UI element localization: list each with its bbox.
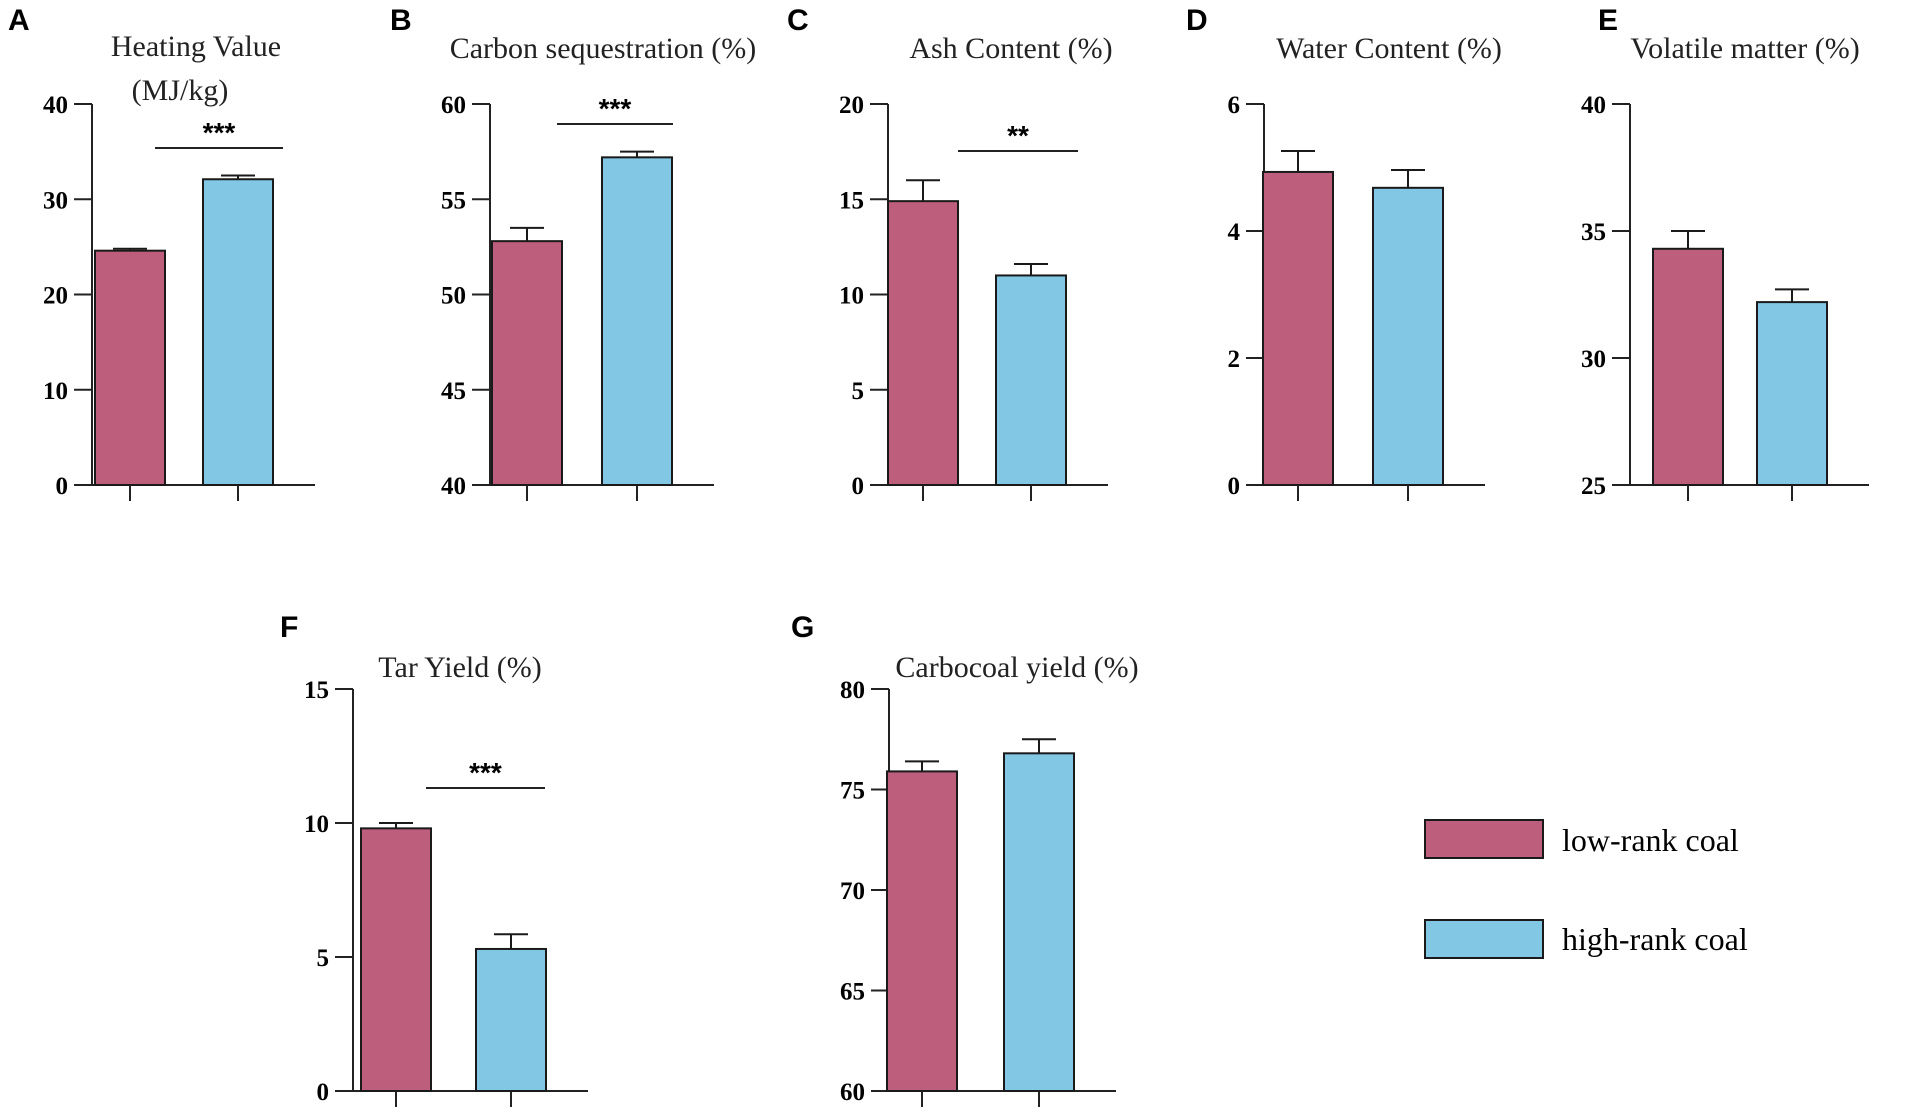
bar-low-rank	[1262, 170, 1334, 486]
y-tick-label: 0	[1228, 473, 1241, 500]
y-tick-label: 60	[441, 92, 466, 119]
y-tick-label: 45	[441, 378, 466, 405]
panel-letter: D	[1186, 4, 1208, 37]
bar-high-rank	[1756, 301, 1828, 486]
bar-low-rank	[887, 200, 959, 486]
y-tick-label: 80	[840, 677, 865, 704]
bar-high-rank	[475, 947, 547, 1093]
y-tick-label: 10	[839, 283, 864, 310]
panel-g: G Carbocoal yield (%) 60 65 70 75 80	[791, 611, 1139, 1107]
legend: low-rank coal high-rank coal	[1424, 819, 1748, 959]
panel-b: B Carbon sequestration (%) 40 45 50 55 60 ***	[390, 4, 756, 501]
y-tick-label: 60	[840, 1079, 865, 1106]
y-tick-label: 35	[1581, 219, 1606, 246]
panel-c: C Ash Content (%) 0 5 10 15 20 **	[787, 4, 1113, 501]
significance-label: ***	[203, 117, 236, 148]
y-tick-label: 55	[441, 187, 466, 214]
panel-letter: G	[791, 611, 814, 644]
panel-d: D Water Content (%) 0 2 4 6	[1186, 4, 1502, 501]
panel-letter: F	[280, 611, 298, 644]
y-tick-label: 0	[317, 1079, 330, 1106]
chart-title: Carbon sequestration (%)	[450, 32, 757, 65]
y-tick-label: 10	[304, 811, 329, 838]
bar-low-rank	[360, 827, 432, 1092]
legend-swatch-low-rank	[1424, 819, 1544, 859]
bar-high-rank	[1003, 752, 1075, 1092]
y-tick-label: 0	[852, 473, 865, 500]
y-tick-label: 50	[441, 283, 466, 310]
y-tick-label: 40	[1581, 92, 1606, 119]
panel-letter: E	[1598, 4, 1618, 37]
bar-low-rank	[886, 770, 958, 1092]
y-tick-label: 65	[840, 979, 865, 1006]
significance-label: ***	[469, 757, 502, 788]
bar-high-rank	[995, 274, 1067, 487]
significance-label: **	[1007, 120, 1029, 151]
y-tick-label: 30	[1581, 346, 1606, 373]
y-tick-label: 0	[56, 473, 69, 500]
significance-label: ***	[599, 93, 632, 124]
y-tick-label: 30	[43, 187, 68, 214]
y-tick-label: 5	[852, 378, 865, 405]
y-tick-label: 10	[43, 378, 68, 405]
panel-e: E Volatile matter (%) 25 30 35 40	[1581, 4, 1869, 501]
y-tick-label: 2	[1228, 346, 1241, 373]
y-tick-label: 5	[317, 945, 330, 972]
panel-f: F Tar Yield (%) 0 5 10 15 ***	[280, 611, 588, 1107]
y-tick-label: 20	[839, 92, 864, 119]
y-tick-label: 15	[304, 677, 329, 704]
legend-swatch-high-rank	[1424, 919, 1544, 959]
bar-high-rank	[1372, 186, 1444, 486]
panel-letter: A	[8, 4, 30, 37]
legend-label-high-rank: high-rank coal	[1562, 921, 1748, 957]
chart-title: Heating Value	[111, 30, 281, 63]
chart-subtitle: (MJ/kg)	[132, 74, 229, 107]
y-tick-label: 6	[1228, 92, 1241, 119]
legend-label-low-rank: low-rank coal	[1562, 822, 1739, 858]
chart-title: Water Content (%)	[1276, 32, 1502, 65]
y-tick-label: 4	[1228, 219, 1241, 246]
chart-title: Carbocoal yield (%)	[895, 651, 1138, 684]
chart-title: Tar Yield (%)	[378, 651, 541, 684]
y-tick-label: 40	[441, 473, 466, 500]
bar-low-rank	[1652, 247, 1724, 486]
y-tick-label: 40	[43, 92, 68, 119]
panel-letter: C	[787, 4, 809, 37]
panel-a: A Heating Value (MJ/kg) 0 10 20 30 40 ***	[8, 4, 315, 501]
chart-title: Volatile matter (%)	[1630, 32, 1859, 65]
chart-title: Ash Content (%)	[909, 32, 1112, 65]
y-tick-label: 20	[43, 283, 68, 310]
y-tick-label: 75	[840, 778, 865, 805]
bar-high-rank	[202, 178, 274, 486]
bar-low-rank	[94, 249, 166, 486]
panel-letter: B	[390, 4, 412, 37]
y-tick-label: 15	[839, 187, 864, 214]
y-tick-label: 70	[840, 878, 865, 905]
bar-low-rank	[491, 240, 563, 486]
bar-high-rank	[601, 156, 673, 486]
y-tick-label: 25	[1581, 473, 1606, 500]
